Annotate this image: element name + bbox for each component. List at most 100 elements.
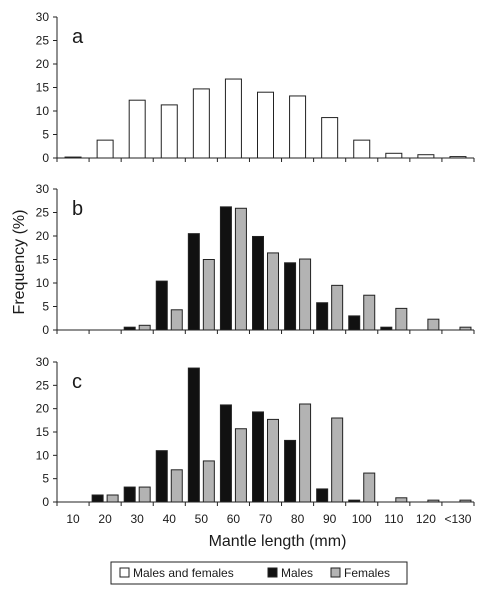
legend-label: Males and females [133,566,234,580]
bar-females [395,307,408,331]
bar-males [284,262,297,331]
y-tick-label: 30 [36,182,50,196]
x-tick-label: 120 [416,512,436,526]
bar-males [348,499,361,503]
y-tick-label: 25 [36,206,50,220]
bar-males [284,439,297,503]
bar-males [219,404,232,503]
bar-females [331,417,344,503]
bar [353,139,371,159]
panel-label-a: a [72,26,84,48]
legend-swatch [330,567,341,578]
bar [257,91,274,159]
y-tick-label: 30 [36,355,50,369]
bar-males [123,326,136,331]
x-tick-label: 30 [131,512,145,526]
bar-females [363,294,376,331]
y-tick-label: 10 [36,448,50,462]
y-tick-label: 5 [42,128,49,142]
panel-label-c: c [72,371,82,393]
y-tick-label: 20 [36,402,50,416]
y-tick-label: 30 [36,10,50,24]
bar-females [299,258,312,331]
bar-females [202,259,215,331]
y-tick-label: 25 [36,378,50,392]
panel-a: 0 5 10 15 20 25 30 a [36,10,475,165]
bar-females [170,469,183,503]
bar [224,78,242,159]
bar-males [187,233,200,331]
x-tick-label: 100 [352,512,372,526]
bar-males [155,450,168,503]
y-tick-label: 20 [36,229,50,243]
panel-label-b: b [72,198,83,220]
bar-males [155,280,168,331]
x-tick-label: 80 [291,512,305,526]
x-tick-label: 50 [195,512,209,526]
x-tick-label: 90 [323,512,337,526]
bar [128,99,146,159]
y-tick-label: 20 [36,57,50,71]
bar [160,104,178,159]
bar-females [267,418,279,503]
bar-males [252,411,264,503]
y-tick-label: 0 [42,323,49,337]
bar-females [427,499,440,503]
legend-swatch [119,567,130,578]
y-tick-label: 0 [42,495,49,509]
bar-males [252,235,264,331]
bar-females [427,318,440,331]
y-tick-label: 15 [36,81,50,95]
bar-females [363,472,376,503]
x-tick-label: 110 [384,512,403,526]
x-axis-title: Mantle length (mm) [209,533,347,550]
legend-label: Males [281,566,313,580]
y-tick-label: 0 [42,151,49,165]
x-tick-label: 70 [259,512,273,526]
bar [192,88,210,159]
bar [417,154,435,159]
bar-males [380,326,393,331]
bar-females [395,497,408,503]
bar [289,95,307,159]
bar-females [267,252,279,331]
bar [96,139,114,159]
legend-label: Females [344,566,390,580]
bar-females [299,403,312,503]
bar-males [348,315,361,331]
panel-c: 0 5 10 15 20 25 30 c [36,355,475,509]
y-axis-title: Frequency (%) [11,210,28,315]
bar-males [316,488,329,503]
bar-males [219,206,232,331]
bar-females [170,309,183,331]
y-tick-label: 15 [36,253,50,267]
x-tick-label: <130 [444,512,471,526]
bar-females [138,324,151,331]
x-tick-label: 20 [98,512,112,526]
bar-females [234,207,247,331]
x-tick-label: 60 [227,512,241,526]
bar-males [316,302,329,331]
y-tick-label: 5 [42,300,49,314]
bar-females [459,326,472,331]
legend: Males and females Males Females [110,561,408,585]
y-tick-label: 5 [42,472,49,486]
bar-females [138,486,151,503]
y-tick-label: 10 [36,276,50,290]
y-tick-label: 25 [36,34,50,48]
bar-females [106,494,119,503]
bar [385,152,403,159]
bar [449,156,467,159]
bar-males [91,494,104,503]
bar-males [187,367,200,503]
bar [321,117,339,159]
bar-females [202,460,215,503]
bar-females [331,284,344,331]
bar-females [459,499,472,503]
legend-swatch [267,567,278,578]
bar-females [234,428,247,503]
x-tick-label: 10 [66,512,80,526]
y-tick-label: 15 [36,425,50,439]
